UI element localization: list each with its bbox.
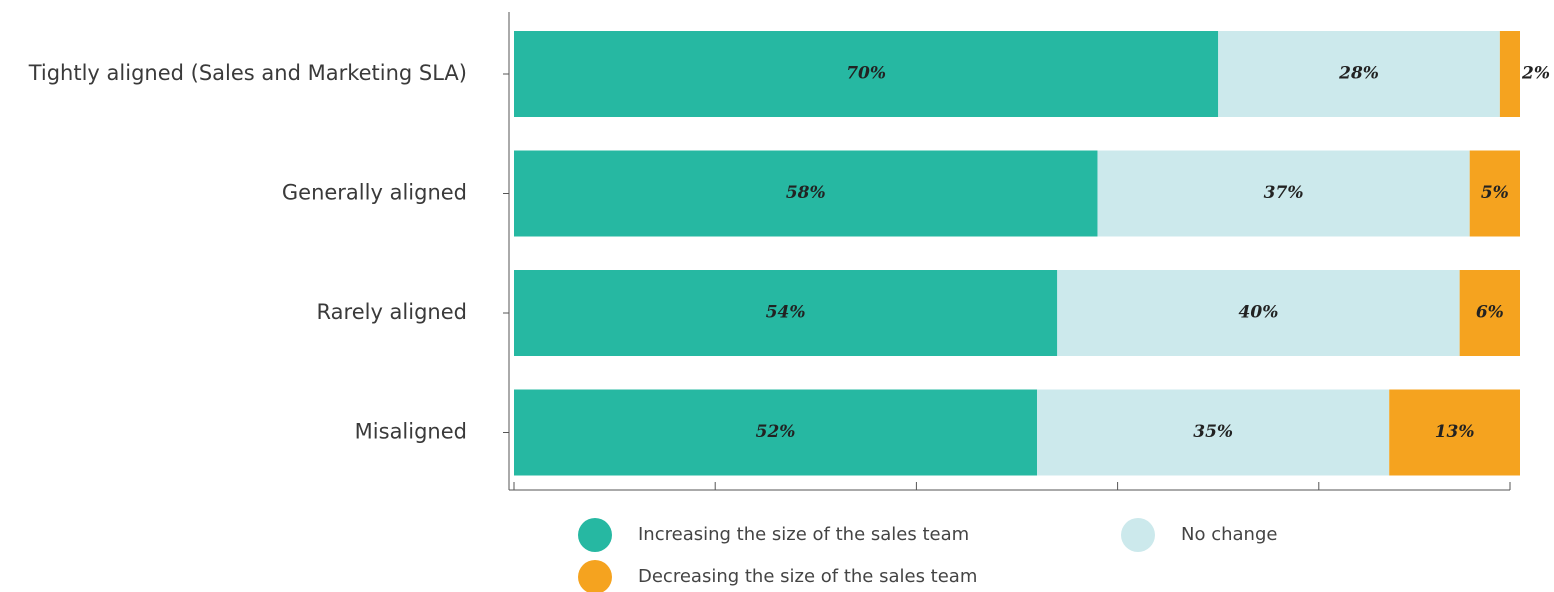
bar-segment (1499, 31, 1520, 117)
value-label: 52% (756, 422, 796, 442)
bar-segment (514, 150, 1098, 237)
bar-segment (1057, 270, 1460, 356)
legend-label: Decreasing the size of the sales team (638, 566, 977, 587)
value-label: 5% (1481, 183, 1509, 203)
legend-swatch (1121, 518, 1155, 552)
value-label: 54% (766, 303, 806, 323)
bar-segment (514, 31, 1219, 117)
value-label: 40% (1239, 303, 1279, 323)
value-label: 35% (1193, 422, 1233, 442)
category-label: Generally aligned (282, 181, 467, 205)
bar-segment (514, 270, 1058, 356)
legend-swatch (578, 518, 612, 552)
bar-segment (1037, 389, 1390, 476)
bar-segment (1097, 150, 1470, 237)
value-label: 70% (846, 64, 886, 84)
bar-segment (1469, 150, 1520, 237)
bar-segment (514, 389, 1038, 476)
value-label: 13% (1435, 422, 1475, 442)
legend-label: No change (1181, 524, 1277, 545)
value-label: 37% (1264, 183, 1304, 203)
value-label: 6% (1476, 303, 1504, 323)
value-label: 28% (1338, 64, 1379, 84)
category-label: Rarely aligned (317, 300, 467, 324)
bar-segment (1459, 270, 1520, 356)
legend-swatch (578, 560, 612, 592)
bar-segment (1389, 389, 1520, 476)
legend-label: Increasing the size of the sales team (638, 524, 969, 545)
category-label: Tightly aligned (Sales and Marketing SLA… (28, 61, 467, 85)
bar-segment (1218, 31, 1500, 117)
category-label: Misaligned (355, 420, 467, 444)
value-label: 2% (1521, 64, 1550, 84)
value-label: 58% (786, 183, 826, 203)
